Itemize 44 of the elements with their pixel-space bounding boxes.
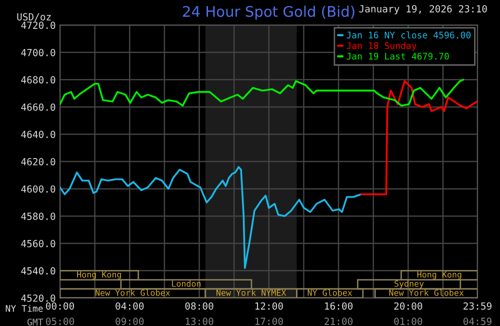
line-series <box>60 166 362 269</box>
line-series <box>360 80 478 196</box>
x2-tick-label: 05:00 <box>46 318 74 325</box>
x-tick-label: 20:00 <box>394 302 422 310</box>
y-tick-label: 4640.0 <box>21 130 56 138</box>
chart-title: 24 Hour Spot Gold (Bid) <box>183 6 354 20</box>
text: January 19, 2026 23:10 <box>359 5 487 14</box>
annotation: Hong Kong <box>77 271 121 280</box>
x2-axis-title: GMT <box>27 318 44 326</box>
x-tick-label: 16:00 <box>325 302 353 310</box>
y-tick-label: 4520.0 <box>21 294 56 302</box>
x2-tick-label: 09:00 <box>116 318 144 325</box>
x2-tick-label: 17:00 <box>255 318 283 325</box>
y-tick-label: 4560.0 <box>21 240 56 248</box>
x-tick-label: 12:00 <box>255 302 283 310</box>
x-tick-label: 00:00 <box>46 302 74 310</box>
x2-tick-label: 01:00 <box>394 318 422 325</box>
y-tick-label: 4540.0 <box>21 267 56 275</box>
line-series <box>60 78 464 106</box>
y-tick-label: 4580.0 <box>21 212 56 220</box>
y-tick-label: 4700.0 <box>21 48 56 56</box>
x2-tick-label: 04:59 <box>464 318 492 325</box>
x2-tick-label: 13:00 <box>186 318 214 325</box>
legend-label: Jan 19 Last 4679.70 <box>346 52 449 60</box>
annotation: Hong Kong <box>417 271 462 280</box>
legend-label: Jan 16 NY close 4596.00 <box>346 31 471 38</box>
y-tick-label: 4620.0 <box>21 158 56 166</box>
x-tick-label: 23:59 <box>464 302 492 310</box>
x-tick-label: 04:00 <box>116 302 144 310</box>
y-tick-label: 4600.0 <box>21 185 56 193</box>
legend-label: Jan 18 Sunday <box>346 42 416 51</box>
y-tick-label: 4660.0 <box>21 103 56 111</box>
annotation: NY Globex <box>308 289 352 296</box>
y-axis-title: USD/oz <box>17 13 51 22</box>
annotation: New York NYMEX <box>216 289 286 296</box>
x-tick-label: 08:00 <box>185 302 214 310</box>
x2-tick-label: 21:00 <box>324 318 353 325</box>
x-axis-title: NY Time <box>6 304 43 312</box>
y-tick-label: 4680.0 <box>21 76 56 84</box>
y-tick-label: 4720.0 <box>21 22 56 29</box>
annotation: Sydney <box>394 280 424 288</box>
annotation: New York Globex <box>96 289 170 296</box>
annotation: New York Globex <box>389 289 464 296</box>
annotation: London <box>172 280 201 287</box>
